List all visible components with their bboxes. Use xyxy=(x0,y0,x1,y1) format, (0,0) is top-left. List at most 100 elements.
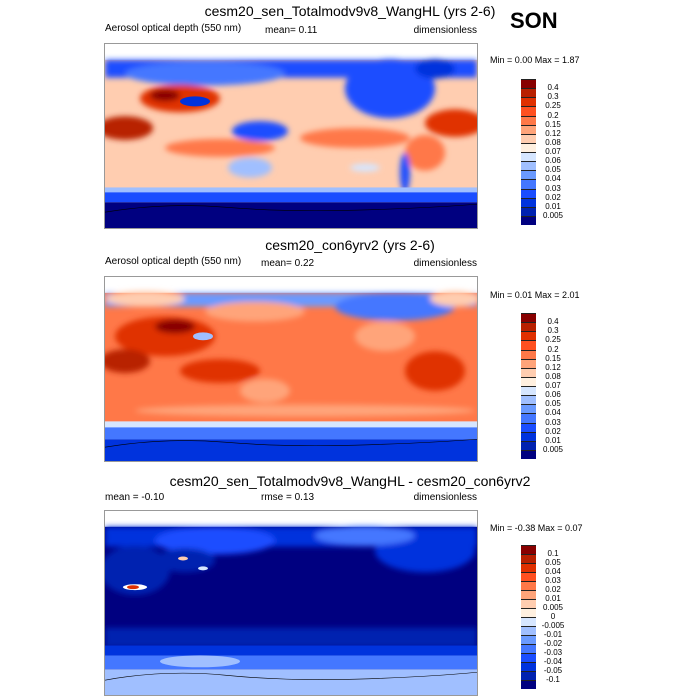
panel-2-variable: Aerosol optical depth (550 nm) xyxy=(105,256,242,267)
colorbar-label: 0.02 xyxy=(545,585,561,594)
colorbar-box xyxy=(521,152,536,162)
colorbar-box xyxy=(521,88,536,98)
colorbar-box xyxy=(521,142,536,152)
colorbar-label: 0.15 xyxy=(545,119,561,129)
colorbar-box xyxy=(521,197,536,207)
colorbar-box xyxy=(521,440,536,450)
panel-3-rmse: rmse = 0.13 xyxy=(261,492,315,503)
colorbar-box xyxy=(521,635,536,644)
panel-3-colorbar xyxy=(521,545,536,689)
colorbar-box xyxy=(521,680,536,689)
panel-1-mean: mean= 0.11 xyxy=(265,25,318,36)
colorbar-box xyxy=(521,386,536,396)
colorbar-box xyxy=(521,599,536,608)
colorbar-box xyxy=(521,662,536,671)
colorbar-box xyxy=(521,554,536,563)
colorbar-box xyxy=(521,422,536,432)
colorbar-box xyxy=(521,644,536,653)
colorbar-label: 0.4 xyxy=(547,317,559,327)
colorbar-label: 0.2 xyxy=(547,110,559,120)
colorbar-label: 0.25 xyxy=(545,335,561,345)
colorbar-label: -0.04 xyxy=(543,657,563,666)
colorbar-box xyxy=(521,331,536,341)
colorbar-label: 0.25 xyxy=(545,101,561,111)
panel-1-min-max: Min = 0.00 Max = 1.87 xyxy=(490,55,580,65)
colorbar-box xyxy=(521,124,536,134)
colorbar-label: 0.08 xyxy=(545,137,561,147)
colorbar-box xyxy=(521,581,536,590)
colorbar-label: 0.02 xyxy=(545,192,561,202)
colorbar-label: 0.04 xyxy=(545,567,561,576)
colorbar-label: 0.005 xyxy=(542,444,564,454)
colorbar-label: 0.005 xyxy=(542,603,564,612)
colorbar-label: 0.2 xyxy=(547,344,559,354)
colorbar-label: -0.05 xyxy=(543,666,563,675)
colorbar-label: 0.15 xyxy=(545,353,561,363)
colorbar-label: 0.05 xyxy=(545,165,561,175)
colorbar-box xyxy=(521,367,536,377)
colorbar-label: -0.03 xyxy=(543,648,563,657)
colorbar-label: 0.06 xyxy=(545,156,561,166)
colorbar-box xyxy=(521,179,536,189)
colorbar-label: 0.07 xyxy=(545,381,561,390)
colorbar-label: 0 xyxy=(550,612,556,621)
panel-3-min-max: Min = -0.38 Max = 0.07 xyxy=(490,523,583,533)
colorbar-label: 0.04 xyxy=(545,174,561,184)
colorbar-box xyxy=(521,340,536,350)
panel-3-units: dimensionless xyxy=(413,492,477,503)
colorbar-box xyxy=(521,322,536,332)
colorbar-box xyxy=(521,572,536,581)
season-label: SON xyxy=(510,8,558,33)
colorbar-box xyxy=(521,671,536,680)
colorbar-label: 0.05 xyxy=(545,558,561,567)
colorbar-box xyxy=(521,626,536,635)
colorbar-box xyxy=(521,431,536,441)
colorbar-box xyxy=(521,188,536,198)
colorbar-label: 0.01 xyxy=(545,594,561,603)
colorbar-box xyxy=(521,563,536,572)
colorbar-label: -0.02 xyxy=(543,639,563,648)
colorbar-label: 0.03 xyxy=(545,576,561,585)
colorbar-label: 0.05 xyxy=(545,399,561,409)
colorbar-box xyxy=(521,79,536,89)
colorbar-label: 0.01 xyxy=(545,201,561,211)
colorbar-label: 0.3 xyxy=(547,92,559,102)
colorbar-box xyxy=(521,106,536,116)
colorbar-box xyxy=(521,590,536,599)
panel-1-variable: Aerosol optical depth (550 nm) xyxy=(105,23,242,34)
panel-1-map xyxy=(104,43,478,229)
colorbar-label: 0.12 xyxy=(545,362,561,372)
colorbar-box xyxy=(521,376,536,386)
colorbar-box xyxy=(521,349,536,359)
panel-3-map xyxy=(104,510,478,696)
panel-1-colorbar xyxy=(521,79,536,225)
panel-2-title: cesm20_con6yrv2 (yrs 2-6) xyxy=(265,237,435,253)
colorbar-box xyxy=(521,161,536,171)
panel-1-units: dimensionless xyxy=(413,25,477,36)
colorbar-box xyxy=(521,545,536,554)
panel-2-mean: mean= 0.22 xyxy=(261,258,315,269)
colorbar-box xyxy=(521,395,536,405)
colorbar-box xyxy=(521,97,536,107)
colorbar-box xyxy=(521,358,536,368)
panel-2-colorbar xyxy=(521,313,536,459)
colorbar-label: 0.1 xyxy=(547,549,559,558)
colorbar-box xyxy=(521,449,536,459)
colorbar-label: -0.005 xyxy=(541,621,565,630)
colorbar-box xyxy=(521,133,536,143)
colorbar-box xyxy=(521,653,536,662)
panel-2-map xyxy=(104,276,478,462)
colorbar-box xyxy=(521,404,536,414)
colorbar-box xyxy=(521,206,536,216)
colorbar-label: -0.01 xyxy=(543,630,563,639)
colorbar-box xyxy=(521,313,536,323)
colorbar-label: 0.005 xyxy=(542,210,564,220)
colorbar-box xyxy=(521,413,536,423)
colorbar-label: 0.12 xyxy=(545,128,561,138)
colorbar-label: 0.02 xyxy=(545,426,561,436)
panel-2-units: dimensionless xyxy=(413,258,477,269)
panel-1-title: cesm20_sen_Totalmodv9v8_WangHL (yrs 2-6) xyxy=(204,3,496,19)
colorbar-label: 0.06 xyxy=(545,390,561,400)
colorbar-box xyxy=(521,170,536,180)
